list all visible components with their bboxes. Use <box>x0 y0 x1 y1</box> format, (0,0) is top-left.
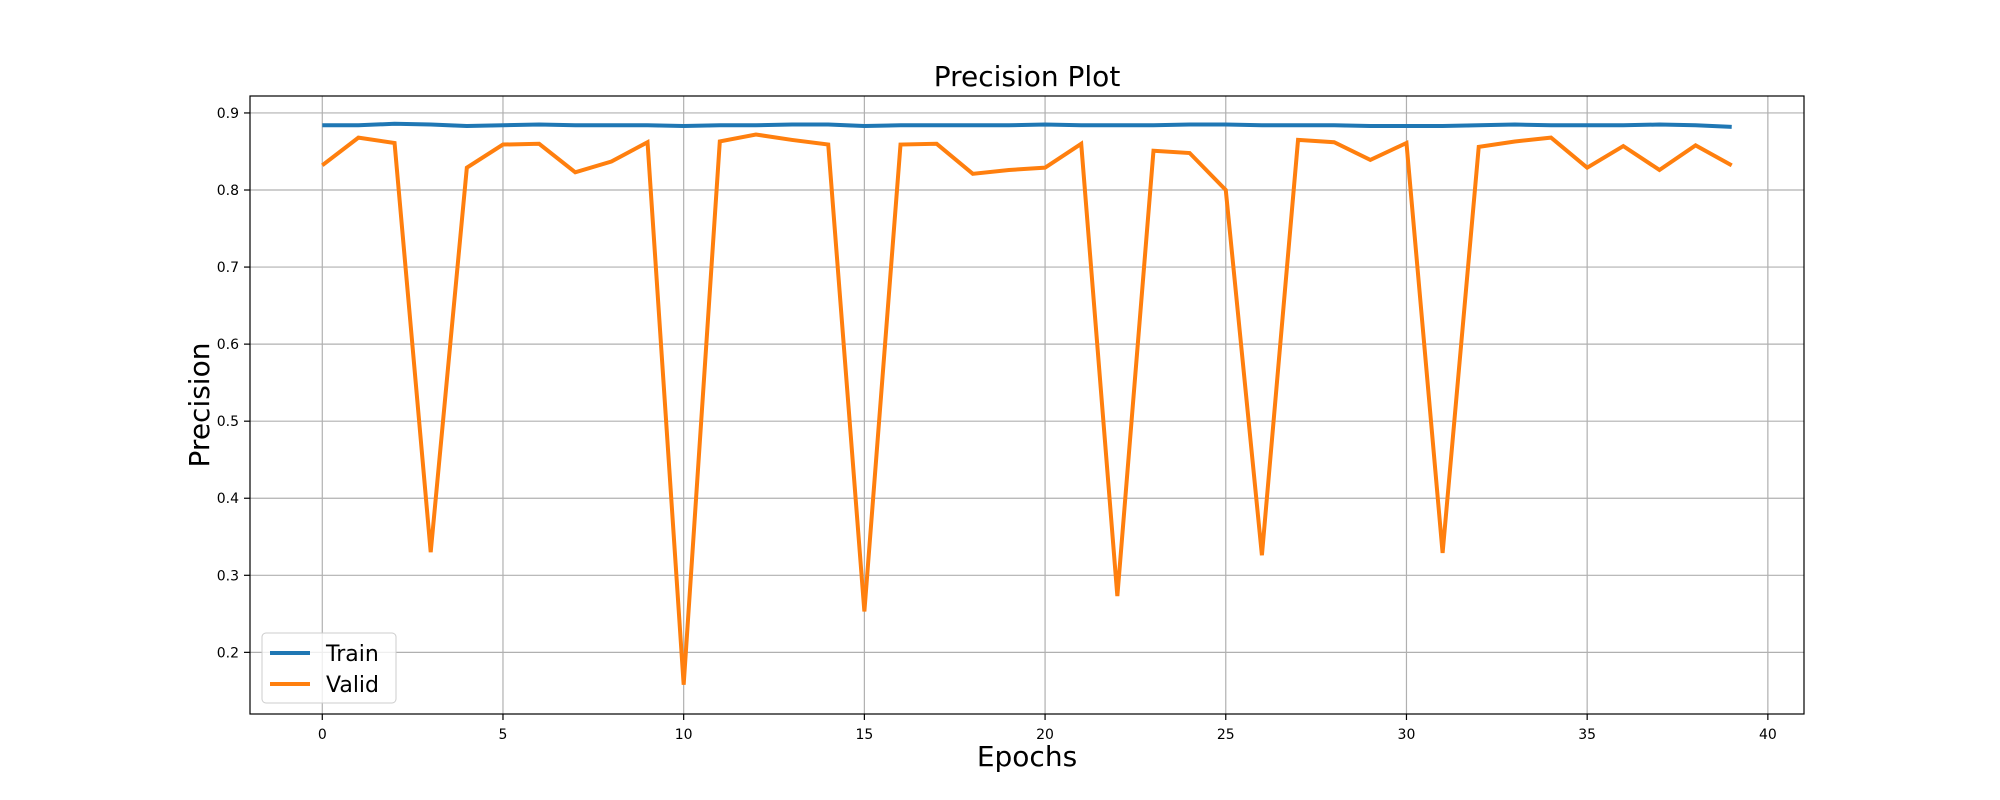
y-tick-label: 0.8 <box>217 183 239 199</box>
plot-frame <box>249 95 1805 715</box>
y-tick-label: 0.7 <box>217 260 239 276</box>
y-tick-label: 0.6 <box>217 337 239 353</box>
chart-title: Precision Plot <box>934 60 1121 93</box>
series-line-valid <box>321 132 1733 685</box>
y-tick-label: 0.4 <box>217 491 239 507</box>
legend: Train Valid <box>261 632 397 704</box>
series-lines <box>321 121 1733 685</box>
x-tick-label: 30 <box>1398 727 1416 743</box>
x-tick-label: 5 <box>499 727 508 743</box>
axis-ticks: 0 5 10 15 20 25 30 35 40 0.2 0.3 0.4 0.5 0.6 0.7 0.8 0.9 <box>217 106 1777 743</box>
legend-label-train: Train <box>325 642 379 667</box>
y-tick-label: 0.2 <box>217 645 239 661</box>
grid <box>250 96 1804 714</box>
series-line-train <box>322 121 1732 129</box>
x-tick-label: 0 <box>318 727 327 743</box>
x-tick-label: 25 <box>1217 727 1235 743</box>
legend-label-valid: Valid <box>326 673 379 698</box>
x-tick-label: 20 <box>1036 727 1054 743</box>
y-tick-label: 0.3 <box>217 568 239 584</box>
y-tick-label: 0.9 <box>217 106 239 122</box>
x-tick-label: 40 <box>1759 727 1777 743</box>
y-axis-title: Precision <box>183 343 216 468</box>
x-tick-label: 15 <box>855 727 873 743</box>
x-axis-title: Epochs <box>977 740 1077 773</box>
x-tick-label: 35 <box>1578 727 1596 743</box>
y-tick-label: 0.5 <box>217 414 239 430</box>
x-tick-label: 10 <box>675 727 693 743</box>
